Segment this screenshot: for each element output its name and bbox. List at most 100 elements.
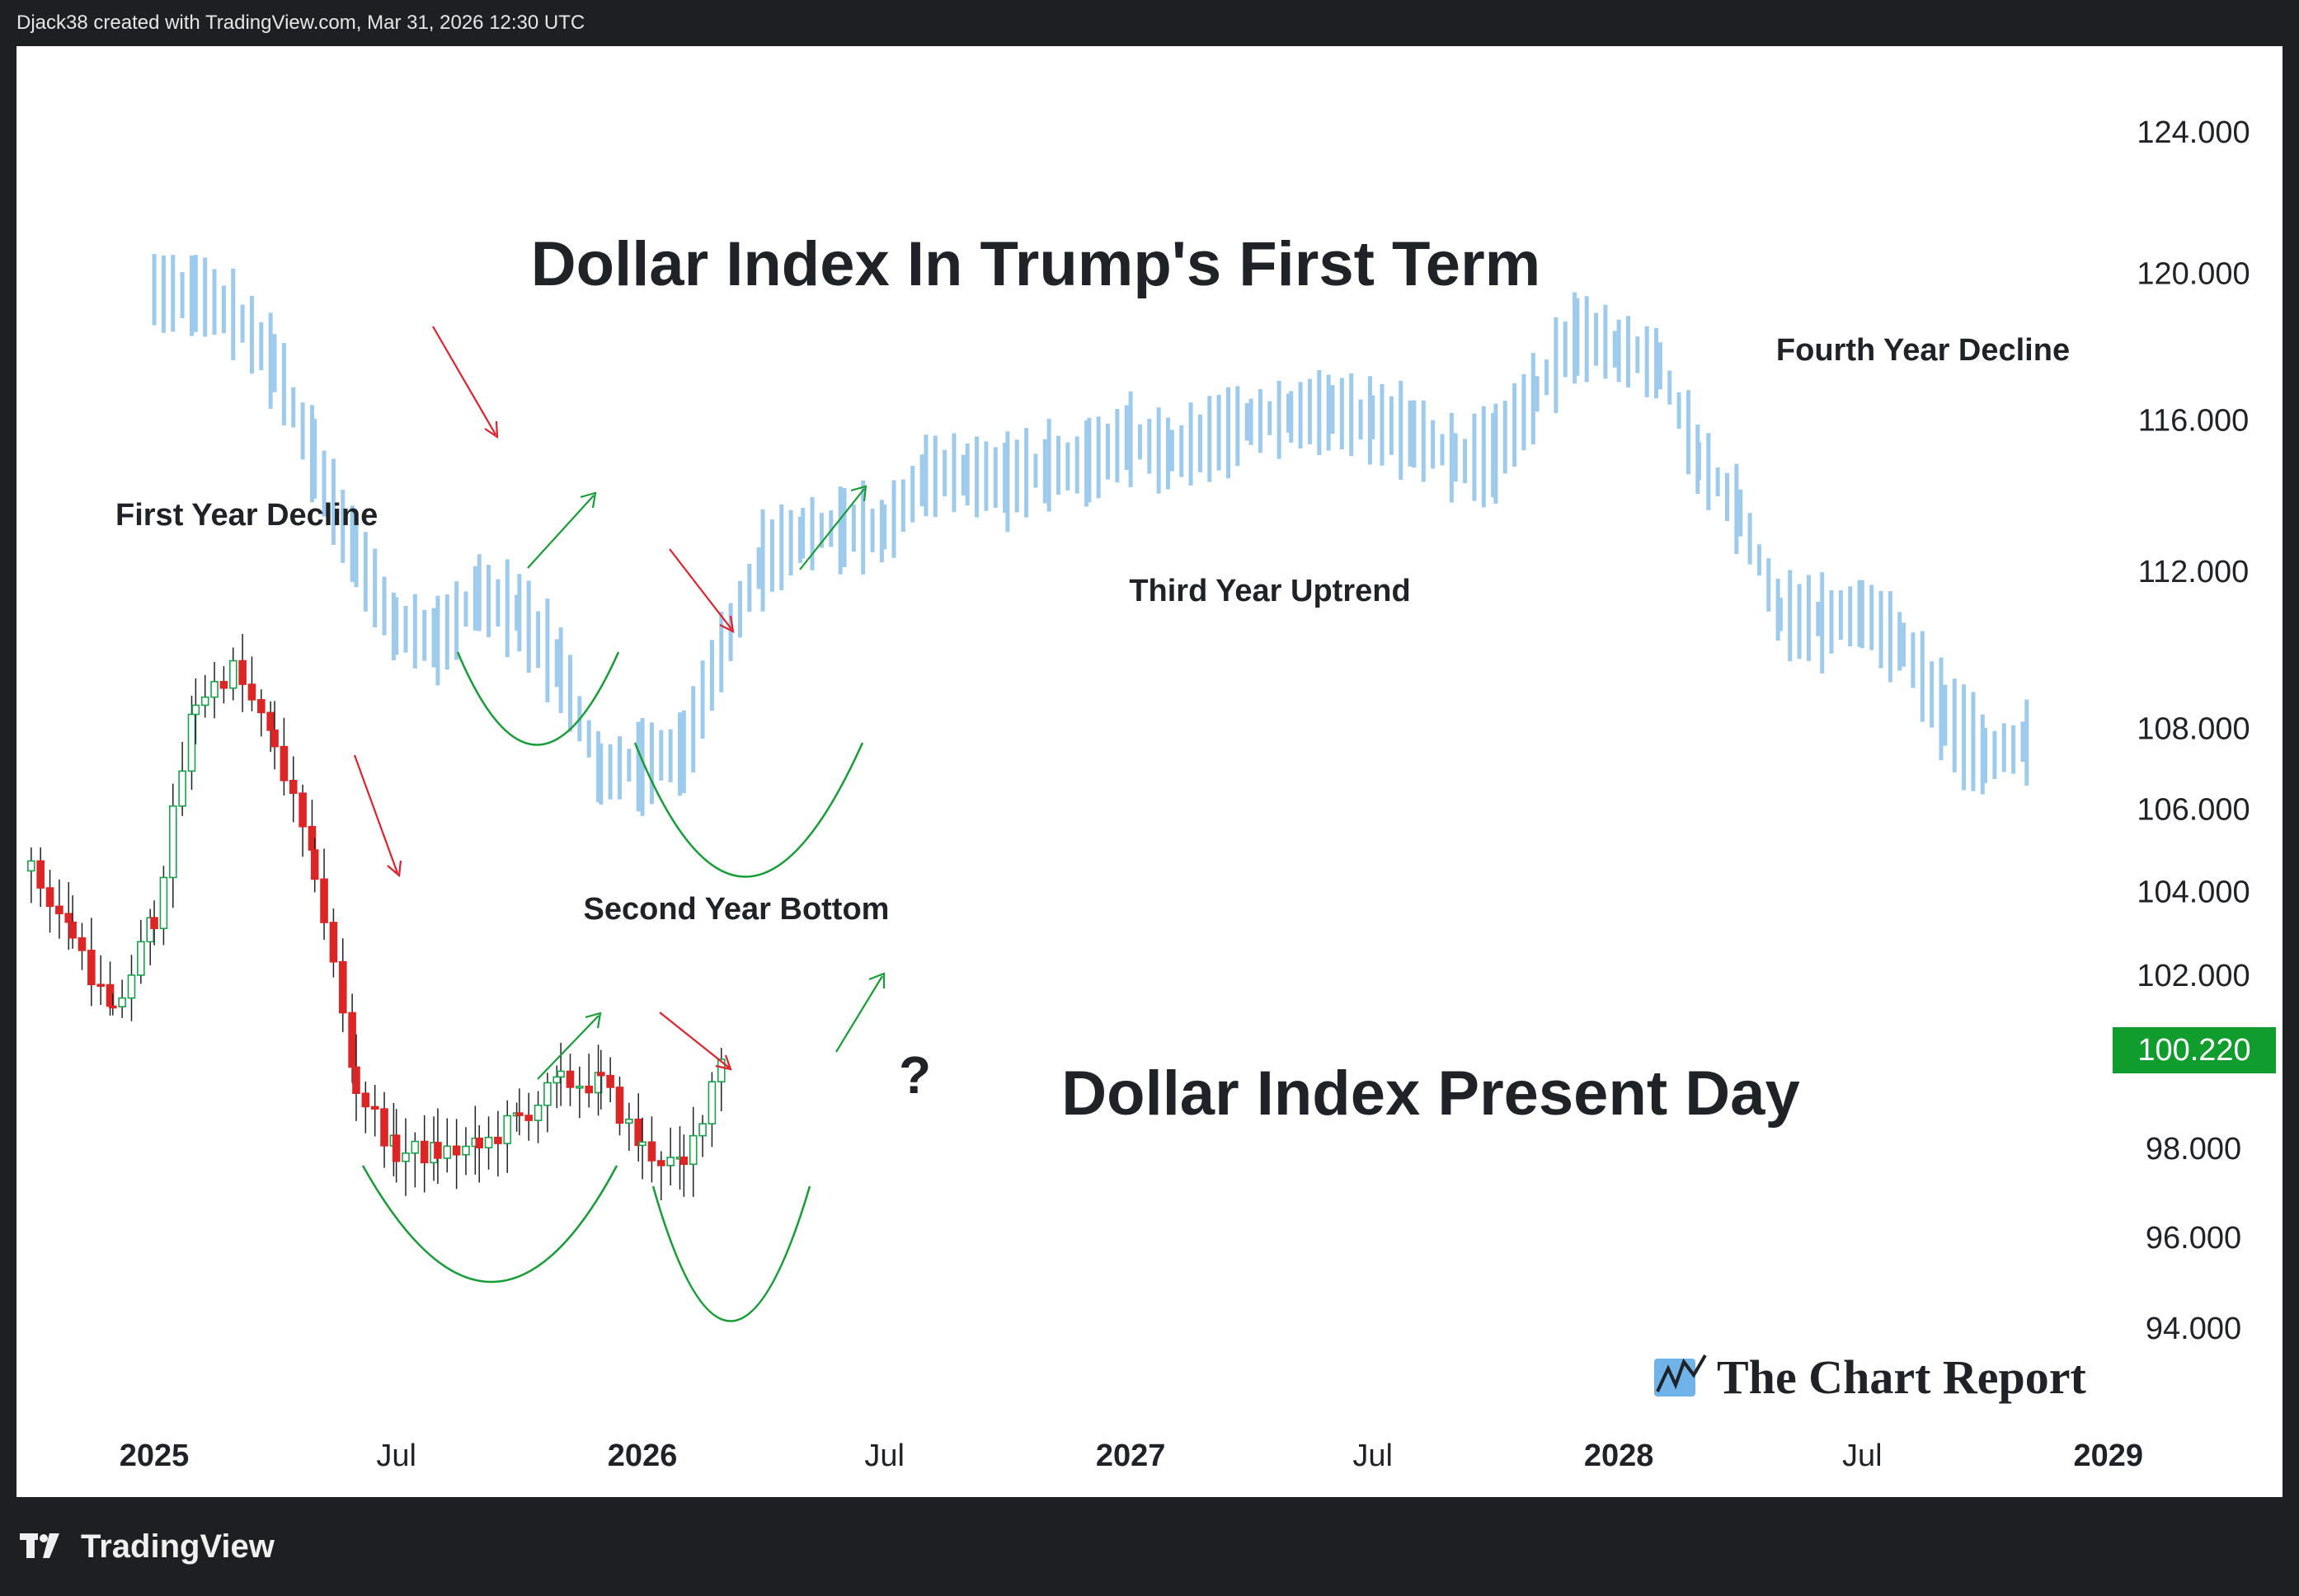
candle	[452, 1145, 461, 1156]
candle	[666, 1157, 675, 1166]
ghost-bar	[1521, 373, 1526, 451]
chart-svg[interactable]: Dollar Index In Trump's First Term Dolla…	[16, 46, 2283, 1497]
ghost-bar	[1563, 322, 1568, 378]
ghost-bar	[1939, 657, 1944, 761]
ghost-bar	[249, 295, 254, 374]
ghost-bar	[1267, 401, 1272, 435]
ghost-bar	[1412, 400, 1417, 468]
ghost-bar	[649, 722, 654, 805]
candle	[566, 1070, 575, 1088]
ghost-bar	[391, 592, 396, 661]
ghost-bar	[212, 269, 217, 336]
chart-subtitle: Dollar Index Present Day	[1061, 1059, 1799, 1129]
ghost-bar	[1848, 586, 1853, 647]
ghost-bar	[1298, 382, 1303, 449]
chart-line-icon	[1654, 1359, 1695, 1396]
ghost-bar	[993, 447, 998, 509]
current-price-label: 100.220	[2137, 1033, 2250, 1068]
candle	[228, 660, 237, 689]
ghost-bar	[1676, 392, 1681, 430]
ghost-bar	[961, 454, 966, 496]
up-arrow-1	[527, 495, 595, 569]
watermark-text: The Chart Report	[1717, 1350, 2087, 1404]
ghost-bar	[1408, 400, 1413, 467]
candle	[118, 997, 126, 1007]
tradingview-icon	[20, 1533, 59, 1558]
ghost-bar	[1156, 407, 1161, 494]
tradingview-logo[interactable]: TradingView	[20, 1528, 275, 1565]
ghost-bar	[1389, 396, 1394, 455]
ghost-bar	[851, 505, 856, 552]
ghost-bar	[788, 509, 793, 576]
ghost-bar	[1902, 622, 1906, 667]
ghost-bar	[924, 434, 929, 517]
ghost-bar	[1326, 374, 1331, 451]
candle	[411, 1140, 420, 1154]
candle	[689, 1134, 698, 1166]
ghost-bar	[1370, 395, 1375, 439]
ghost-bar	[1472, 413, 1477, 501]
ghost-bar	[300, 402, 305, 460]
ghost-bar	[422, 609, 427, 661]
candle	[434, 1142, 442, 1159]
ghost-bar	[1147, 418, 1152, 474]
annotation-third-year-uptrend: Third Year Uptrend	[1129, 574, 1410, 608]
attribution-bar: Djack38 created with TradingView.com, Ma…	[0, 0, 2299, 46]
candle	[484, 1136, 493, 1148]
candle	[420, 1140, 429, 1164]
x-tick-label: 2028	[1584, 1439, 1654, 1473]
candle	[320, 878, 328, 923]
ghost-bar	[965, 443, 970, 506]
ghost-bar	[259, 322, 264, 371]
x-tick-label: Jul	[864, 1439, 905, 1473]
ghost-bar	[394, 597, 399, 655]
candle	[64, 913, 73, 923]
candle	[329, 922, 338, 963]
y-tick-label: 120.000	[2137, 257, 2250, 292]
ghost-bar	[1166, 417, 1171, 490]
up-arrow-3-head	[585, 1012, 602, 1029]
up-arrow-4-head	[868, 972, 886, 988]
down-arrow-3	[353, 754, 399, 874]
up-arrow-1-head	[580, 491, 597, 509]
ghost-bar	[161, 256, 166, 333]
ghost-bar	[1816, 601, 1821, 636]
ghost-bar	[842, 488, 847, 567]
ghost-bar	[322, 450, 327, 517]
candle	[698, 1123, 707, 1137]
attribution-text: Djack38 created with TradingView.com, Ma…	[16, 12, 585, 34]
ghost-bar	[1544, 359, 1549, 396]
down-arrow-1-head	[484, 420, 499, 439]
ghost-bar	[870, 509, 875, 552]
bowl-4	[651, 1185, 811, 1322]
ghost-bar	[435, 595, 440, 686]
ghost-bar	[1685, 390, 1690, 475]
ghost-bar	[596, 731, 601, 803]
ghost-bar	[975, 436, 980, 518]
ghost-bar	[152, 254, 157, 326]
ghost-bar	[373, 548, 378, 628]
candle	[127, 974, 136, 999]
ghost-bar	[1440, 434, 1445, 466]
ghost-bar	[691, 686, 696, 772]
ghost-bar	[1983, 728, 1988, 783]
x-tick-label: Jul	[1352, 1439, 1393, 1473]
x-tick-label: 2025	[120, 1439, 190, 1473]
ghost-bar	[599, 743, 604, 805]
down-arrow-3-head	[387, 860, 402, 878]
ghost-bar	[231, 268, 236, 360]
x-tick-label: Jul	[1842, 1439, 1883, 1473]
candle	[289, 780, 298, 794]
ghost-bar	[1449, 412, 1454, 503]
chart-line-icon-stroke	[1656, 1354, 1707, 1392]
candle	[524, 1115, 534, 1121]
down-arrow-1	[432, 326, 496, 435]
candle	[647, 1141, 656, 1162]
chart-panel[interactable]: Dollar Index In Trump's First Term Dolla…	[16, 46, 2283, 1497]
ghost-bar	[1775, 579, 1780, 641]
ghost-bar	[1349, 373, 1354, 457]
candle	[168, 805, 177, 879]
ghost-bar	[2001, 723, 2006, 772]
ghost-bar	[801, 508, 806, 559]
ghost-bar	[861, 480, 866, 575]
